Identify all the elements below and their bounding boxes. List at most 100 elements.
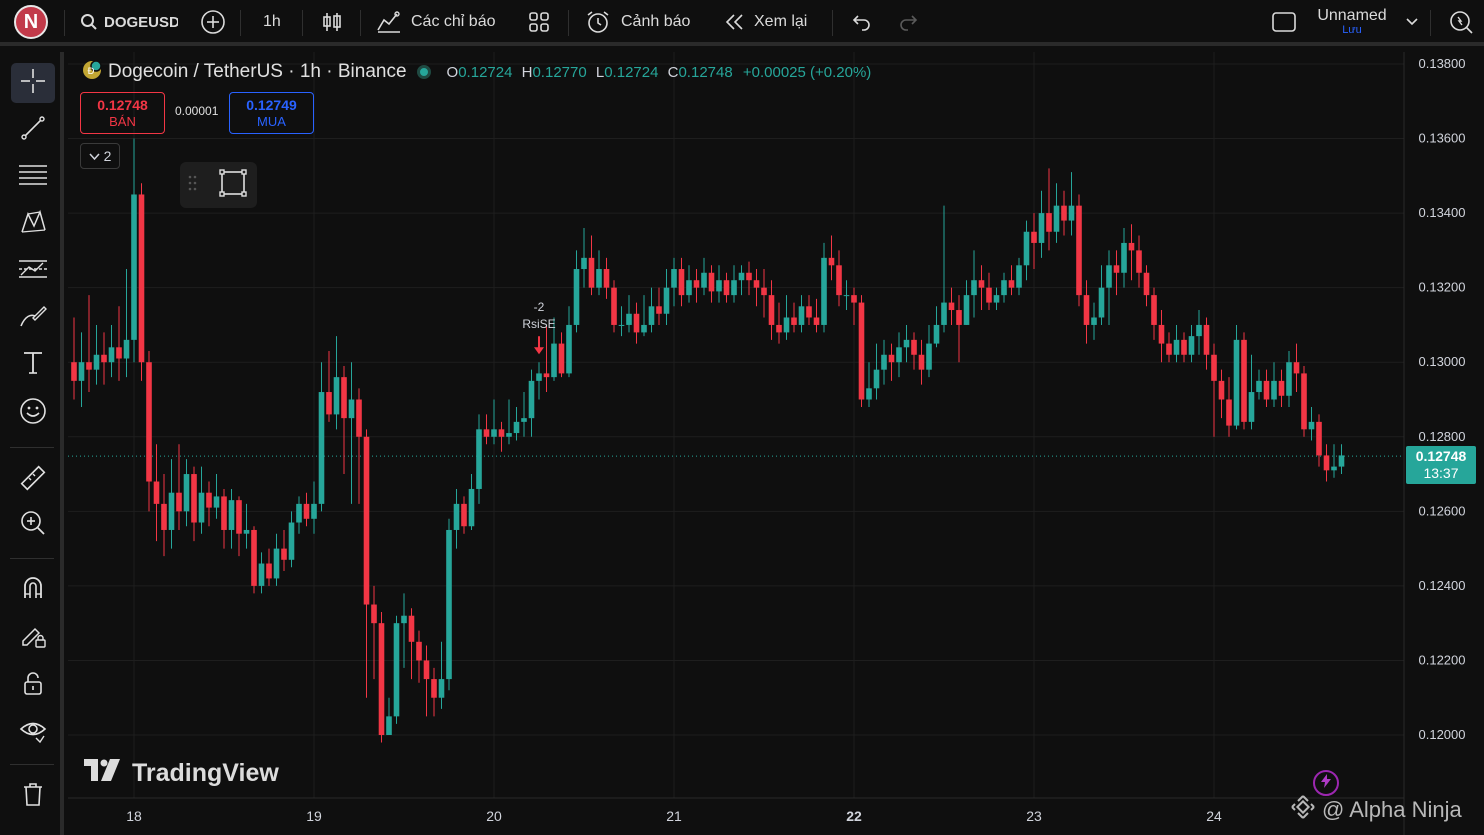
- candle-body: [558, 343, 565, 374]
- candle-body: [273, 548, 280, 579]
- candle: [273, 533, 280, 586]
- lightning-button[interactable]: [1313, 770, 1339, 796]
- candle-body: [363, 436, 370, 605]
- signal-arrow-head: [534, 347, 544, 355]
- candle-body: [333, 377, 340, 415]
- buy-button[interactable]: 0.12749 MUA: [229, 92, 314, 134]
- market-status-dot[interactable]: [416, 65, 431, 79]
- interval-button[interactable]: 1h: [263, 0, 281, 44]
- hide-drawings-tool[interactable]: [11, 712, 55, 752]
- fib-tool[interactable]: [11, 157, 55, 197]
- ruler-tool[interactable]: [11, 460, 55, 500]
- candle: [1248, 354, 1255, 430]
- quick-search-icon: [1448, 9, 1474, 35]
- alerts-button[interactable]: Cảnh báo: [585, 0, 690, 44]
- layout-button[interactable]: [1271, 0, 1297, 44]
- undo-button[interactable]: [850, 0, 872, 44]
- candle: [1233, 324, 1240, 430]
- candle-body: [116, 347, 122, 359]
- candle: [911, 332, 917, 370]
- candle-body: [1091, 317, 1097, 325]
- candle: [783, 295, 790, 340]
- drag-handle-icon[interactable]: [188, 174, 198, 197]
- candle: [648, 287, 655, 333]
- pattern-tool[interactable]: [11, 204, 55, 244]
- text-icon: [20, 349, 46, 382]
- chart-legend: Ð Dogecoin / TetherUS · 1h · Binance O0.…: [82, 59, 871, 84]
- price-tick-label: 0.13800: [1419, 56, 1466, 71]
- candle: [671, 257, 677, 307]
- tradingview-logo[interactable]: TradingView: [84, 758, 279, 788]
- candle-body: [941, 302, 947, 325]
- zoom-in-tool[interactable]: [11, 505, 55, 545]
- layout-menu-button[interactable]: [1405, 0, 1419, 44]
- candle-body: [1158, 324, 1165, 344]
- text-tool[interactable]: [11, 345, 55, 385]
- candle-body: [1241, 339, 1247, 422]
- candle-body: [1106, 265, 1112, 288]
- candle: [896, 332, 902, 378]
- chart-type-button[interactable]: [320, 0, 344, 44]
- quick-search-button[interactable]: [1448, 0, 1474, 44]
- forecast-tool[interactable]: [11, 251, 55, 291]
- candle: [731, 265, 737, 303]
- undo-icon: [850, 12, 872, 32]
- indicator-collapse-button[interactable]: 2: [80, 143, 120, 169]
- symbol-search-button[interactable]: DOGEUSD: [80, 0, 178, 44]
- candle: [926, 324, 932, 378]
- candle: [776, 302, 782, 344]
- low-label: L: [595, 63, 605, 81]
- candle: [1023, 220, 1030, 281]
- lock-draw-icon: [19, 621, 47, 654]
- binance-icon: [1290, 794, 1316, 826]
- candle: [956, 295, 962, 363]
- candle-body: [416, 641, 422, 661]
- candle-body: [1218, 380, 1225, 400]
- sell-button[interactable]: 0.12748 BÁN: [80, 92, 165, 134]
- candle: [558, 332, 565, 378]
- candle: [161, 474, 167, 557]
- candle: [1136, 235, 1142, 288]
- brush-tool[interactable]: [11, 298, 55, 338]
- candle-body: [881, 354, 887, 370]
- price-axis: 0.13800 0.13600 0.13400 0.13200 0.13000 0.128…: [1403, 52, 1484, 835]
- candle-body: [1196, 324, 1202, 337]
- select-area-icon[interactable]: [218, 168, 248, 203]
- lock-icon: [20, 669, 46, 702]
- candle: [363, 429, 370, 698]
- crosshair-tool[interactable]: [11, 63, 55, 103]
- candle-body: [221, 496, 227, 530]
- add-symbol-button[interactable]: [200, 0, 226, 44]
- magnet-tool[interactable]: [11, 570, 55, 610]
- candle-body: [1248, 392, 1255, 422]
- rsi-signal: -2 RsiSE: [522, 300, 556, 355]
- layout-name: Unnamed: [1317, 6, 1387, 24]
- svg-text:Ð: Ð: [88, 67, 95, 77]
- candle-body: [453, 503, 460, 530]
- candle: [1181, 332, 1187, 363]
- candle-body: [476, 429, 482, 489]
- emoji-tool[interactable]: [11, 393, 55, 433]
- lock-all-tool[interactable]: [11, 665, 55, 705]
- templates-button[interactable]: [528, 0, 550, 44]
- user-avatar[interactable]: N: [14, 5, 48, 39]
- candle: [1106, 250, 1112, 325]
- indicators-button[interactable]: Các chỉ báo: [376, 0, 496, 44]
- candle-body: [656, 306, 662, 314]
- candle: [611, 280, 617, 333]
- candle-body: [153, 481, 160, 504]
- candle-body: [1053, 205, 1060, 232]
- trend-line-tool[interactable]: [11, 110, 55, 150]
- candle-body: [198, 492, 205, 523]
- redo-button[interactable]: [898, 0, 920, 44]
- symbol-title[interactable]: Dogecoin / TetherUS · 1h · Binance: [108, 61, 407, 82]
- candle-body: [371, 604, 377, 624]
- lock-drawing-tool[interactable]: [11, 617, 55, 657]
- high-label: H: [521, 63, 533, 81]
- layout-name-save[interactable]: Unnamed Lưu: [1310, 0, 1394, 44]
- candle-body: [836, 265, 842, 296]
- time-tick-label: 19: [306, 808, 322, 824]
- replay-button[interactable]: Xem lại: [723, 0, 807, 44]
- remove-drawings-tool[interactable]: [11, 776, 55, 816]
